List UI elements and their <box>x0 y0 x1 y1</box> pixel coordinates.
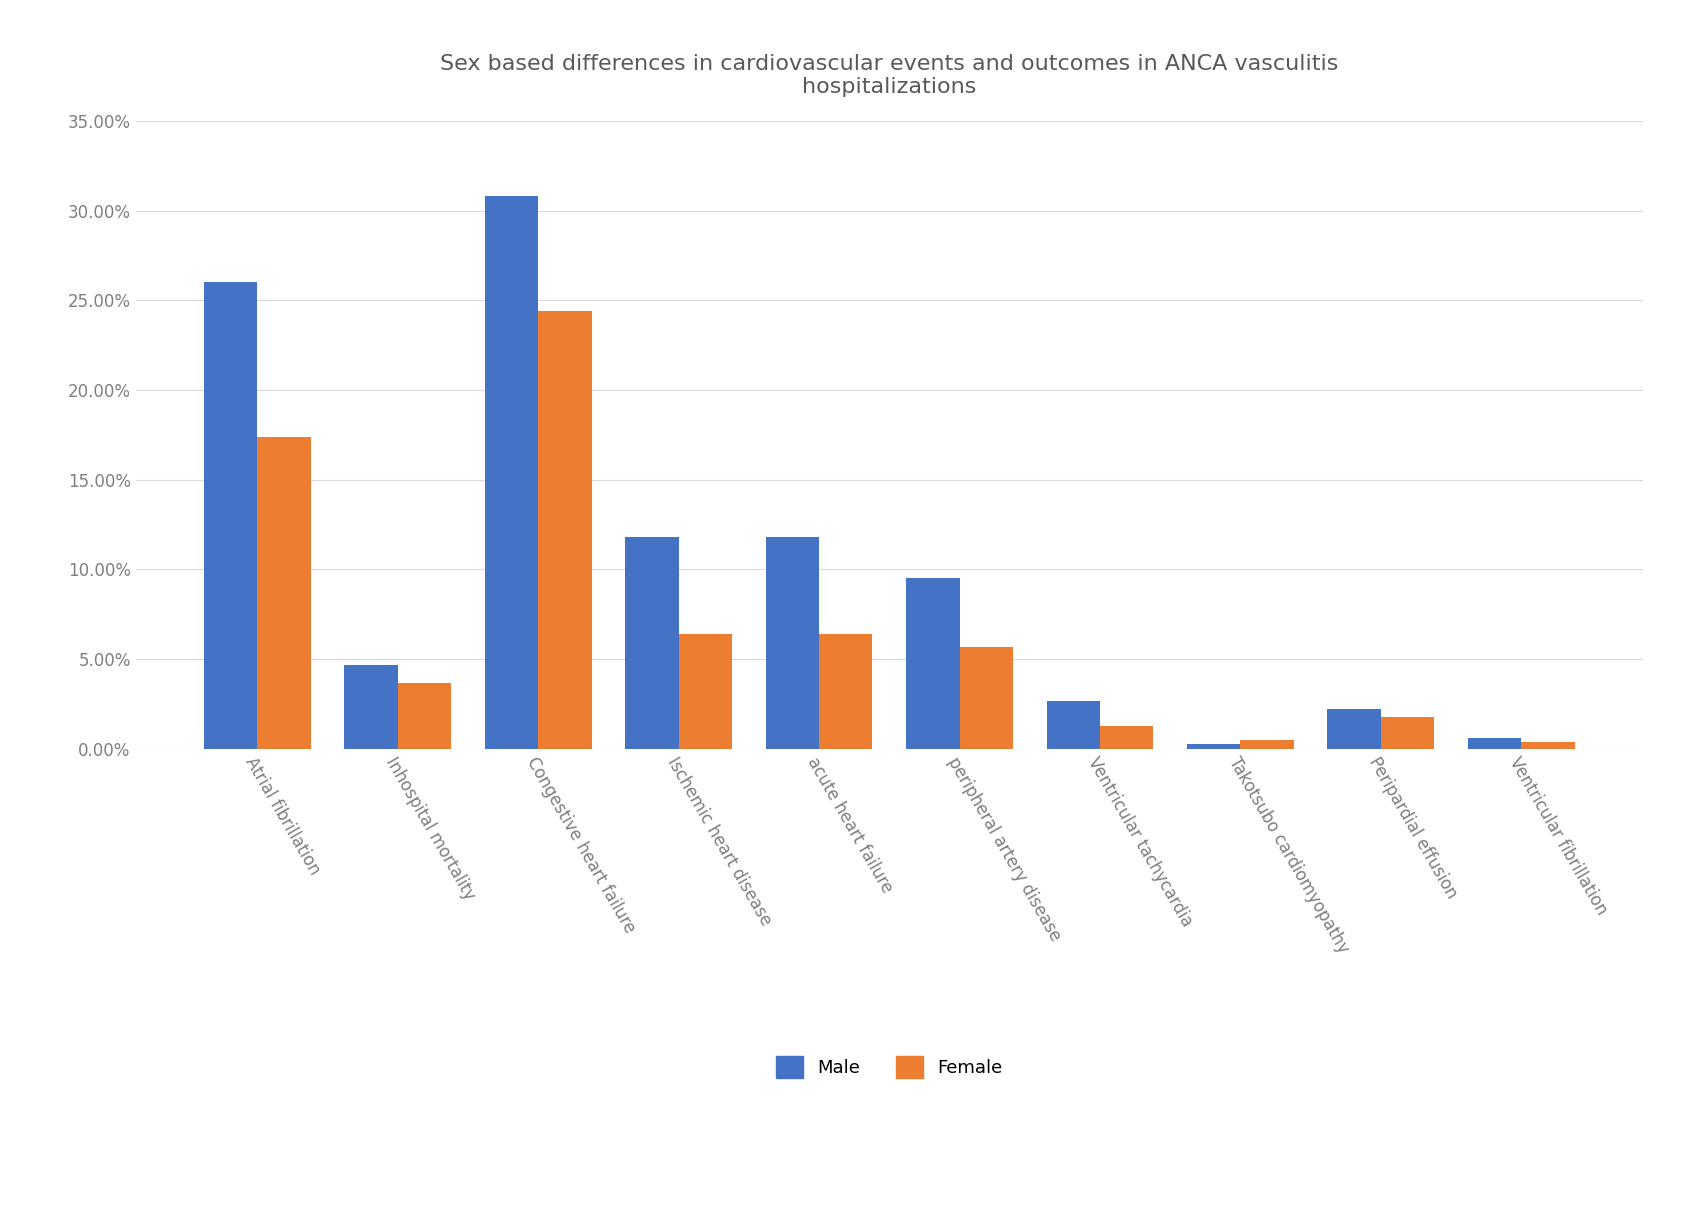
Bar <box>1381 716 1435 749</box>
Bar <box>398 683 451 749</box>
Bar <box>1328 709 1381 749</box>
Legend: Male, Female: Male, Female <box>769 1049 1010 1086</box>
Bar <box>1240 741 1294 749</box>
Bar <box>679 634 732 749</box>
Bar <box>820 634 872 749</box>
Bar <box>1469 738 1521 749</box>
Bar <box>1187 744 1240 749</box>
Bar <box>906 579 959 749</box>
Bar <box>1099 726 1154 749</box>
Bar <box>539 310 591 749</box>
Bar <box>625 538 679 749</box>
Bar <box>257 436 310 749</box>
Bar <box>959 646 1013 749</box>
Bar <box>1047 701 1099 749</box>
Bar <box>1521 742 1575 749</box>
Bar <box>344 664 398 749</box>
Bar <box>484 196 539 749</box>
Bar <box>766 538 820 749</box>
Bar <box>203 283 257 749</box>
Title: Sex based differences in cardiovascular events and outcomes in ANCA vasculitis
h: Sex based differences in cardiovascular … <box>440 54 1338 97</box>
